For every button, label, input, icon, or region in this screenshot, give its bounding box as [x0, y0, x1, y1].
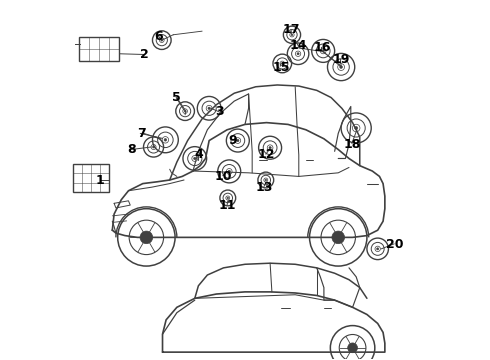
Text: 19: 19 [332, 53, 350, 66]
Circle shape [140, 231, 153, 244]
Text: 3: 3 [216, 105, 224, 118]
Text: 10: 10 [215, 170, 232, 183]
Bar [73, 164, 109, 192]
Text: 16: 16 [314, 41, 331, 54]
Circle shape [332, 231, 344, 244]
Circle shape [237, 139, 239, 142]
Text: 15: 15 [272, 60, 290, 73]
Circle shape [291, 34, 293, 36]
Circle shape [228, 170, 230, 172]
Text: 2: 2 [140, 48, 149, 61]
Text: 9: 9 [228, 134, 237, 147]
Circle shape [322, 50, 324, 52]
Text: 17: 17 [283, 23, 300, 36]
Text: 20: 20 [386, 238, 404, 251]
Circle shape [152, 146, 154, 148]
Text: 14: 14 [290, 39, 308, 52]
Text: 11: 11 [219, 199, 237, 212]
Circle shape [184, 110, 186, 112]
Circle shape [208, 107, 210, 109]
Circle shape [348, 343, 358, 353]
Circle shape [297, 53, 299, 55]
Text: 1: 1 [96, 174, 104, 186]
Text: 5: 5 [172, 91, 181, 104]
Circle shape [265, 179, 267, 181]
Bar [79, 37, 120, 61]
Circle shape [227, 197, 228, 199]
Circle shape [194, 157, 196, 160]
Text: 13: 13 [256, 181, 273, 194]
Circle shape [340, 66, 343, 68]
Circle shape [161, 39, 163, 41]
Circle shape [281, 63, 283, 64]
Text: 12: 12 [258, 148, 275, 161]
Text: 7: 7 [137, 127, 146, 140]
Circle shape [377, 248, 379, 250]
Circle shape [269, 147, 271, 149]
Text: 8: 8 [128, 143, 136, 156]
Text: 18: 18 [344, 138, 361, 150]
Text: 6: 6 [155, 30, 163, 43]
Circle shape [355, 126, 358, 130]
Text: 4: 4 [194, 148, 203, 161]
Circle shape [164, 139, 167, 141]
